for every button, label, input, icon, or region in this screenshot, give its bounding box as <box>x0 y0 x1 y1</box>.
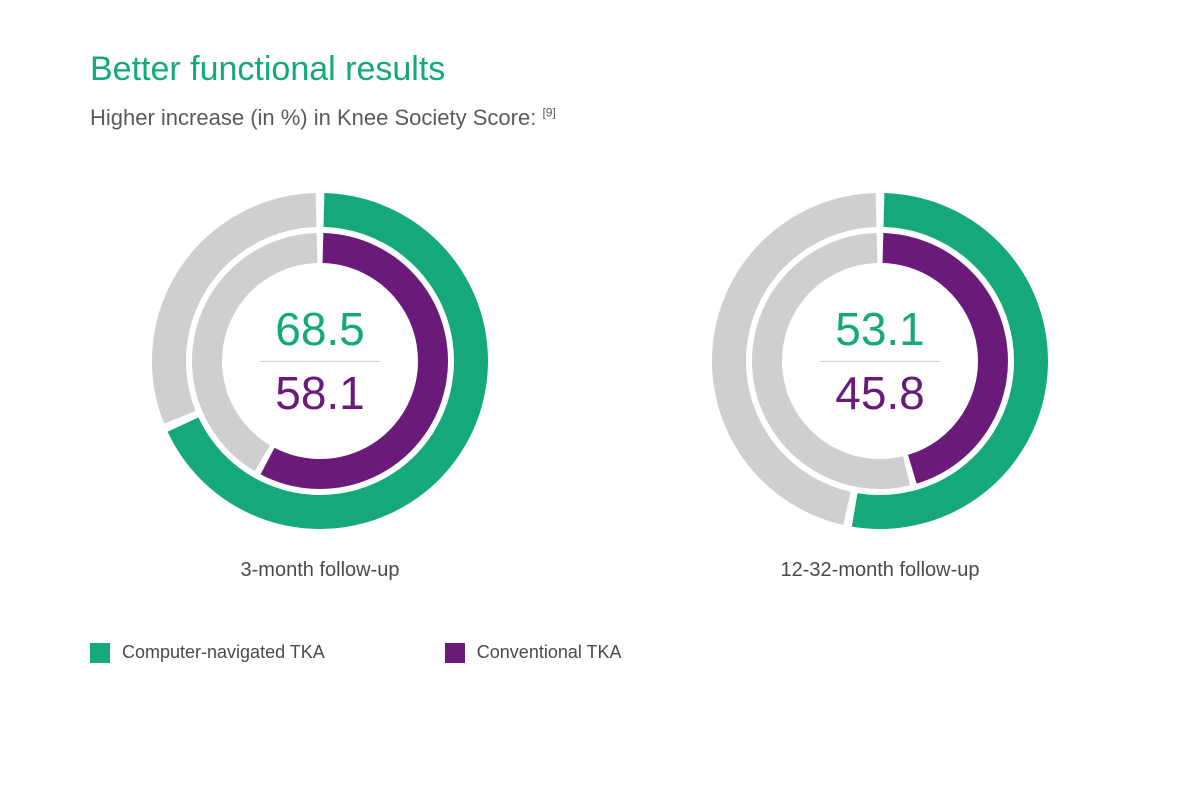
subtitle-ref: [9] <box>542 106 555 120</box>
value-inner-1: 45.8 <box>805 368 955 419</box>
donut-center-1: 53.1 45.8 <box>805 304 955 418</box>
charts-row: 68.5 58.1 3-month follow-up 53.1 45.8 12… <box>90 191 1110 582</box>
donut-3-month: 68.5 58.1 <box>150 191 490 531</box>
center-divider-1 <box>820 361 940 362</box>
legend-item-conventional: Conventional TKA <box>445 642 622 663</box>
page-title: Better functional results <box>90 50 1110 89</box>
legend: Computer-navigated TKA Conventional TKA <box>90 642 1110 663</box>
subtitle: Higher increase (in %) in Knee Society S… <box>90 105 1110 131</box>
legend-label-1: Conventional TKA <box>477 642 622 663</box>
legend-label-0: Computer-navigated TKA <box>122 642 325 663</box>
donut-12-32-month: 53.1 45.8 <box>710 191 1050 531</box>
subtitle-text: Higher increase (in %) in Knee Society S… <box>90 105 536 130</box>
value-inner-0: 58.1 <box>245 368 395 419</box>
caption-1: 12-32-month follow-up <box>781 559 980 582</box>
value-outer-1: 53.1 <box>805 304 955 355</box>
caption-0: 3-month follow-up <box>241 559 400 582</box>
legend-swatch-0 <box>90 643 110 663</box>
center-divider-0 <box>260 361 380 362</box>
legend-item-computer-navigated: Computer-navigated TKA <box>90 642 325 663</box>
donut-center-0: 68.5 58.1 <box>245 304 395 418</box>
chart-3-month: 68.5 58.1 3-month follow-up <box>90 191 550 582</box>
legend-swatch-1 <box>445 643 465 663</box>
chart-12-32-month: 53.1 45.8 12-32-month follow-up <box>650 191 1110 582</box>
value-outer-0: 68.5 <box>245 304 395 355</box>
